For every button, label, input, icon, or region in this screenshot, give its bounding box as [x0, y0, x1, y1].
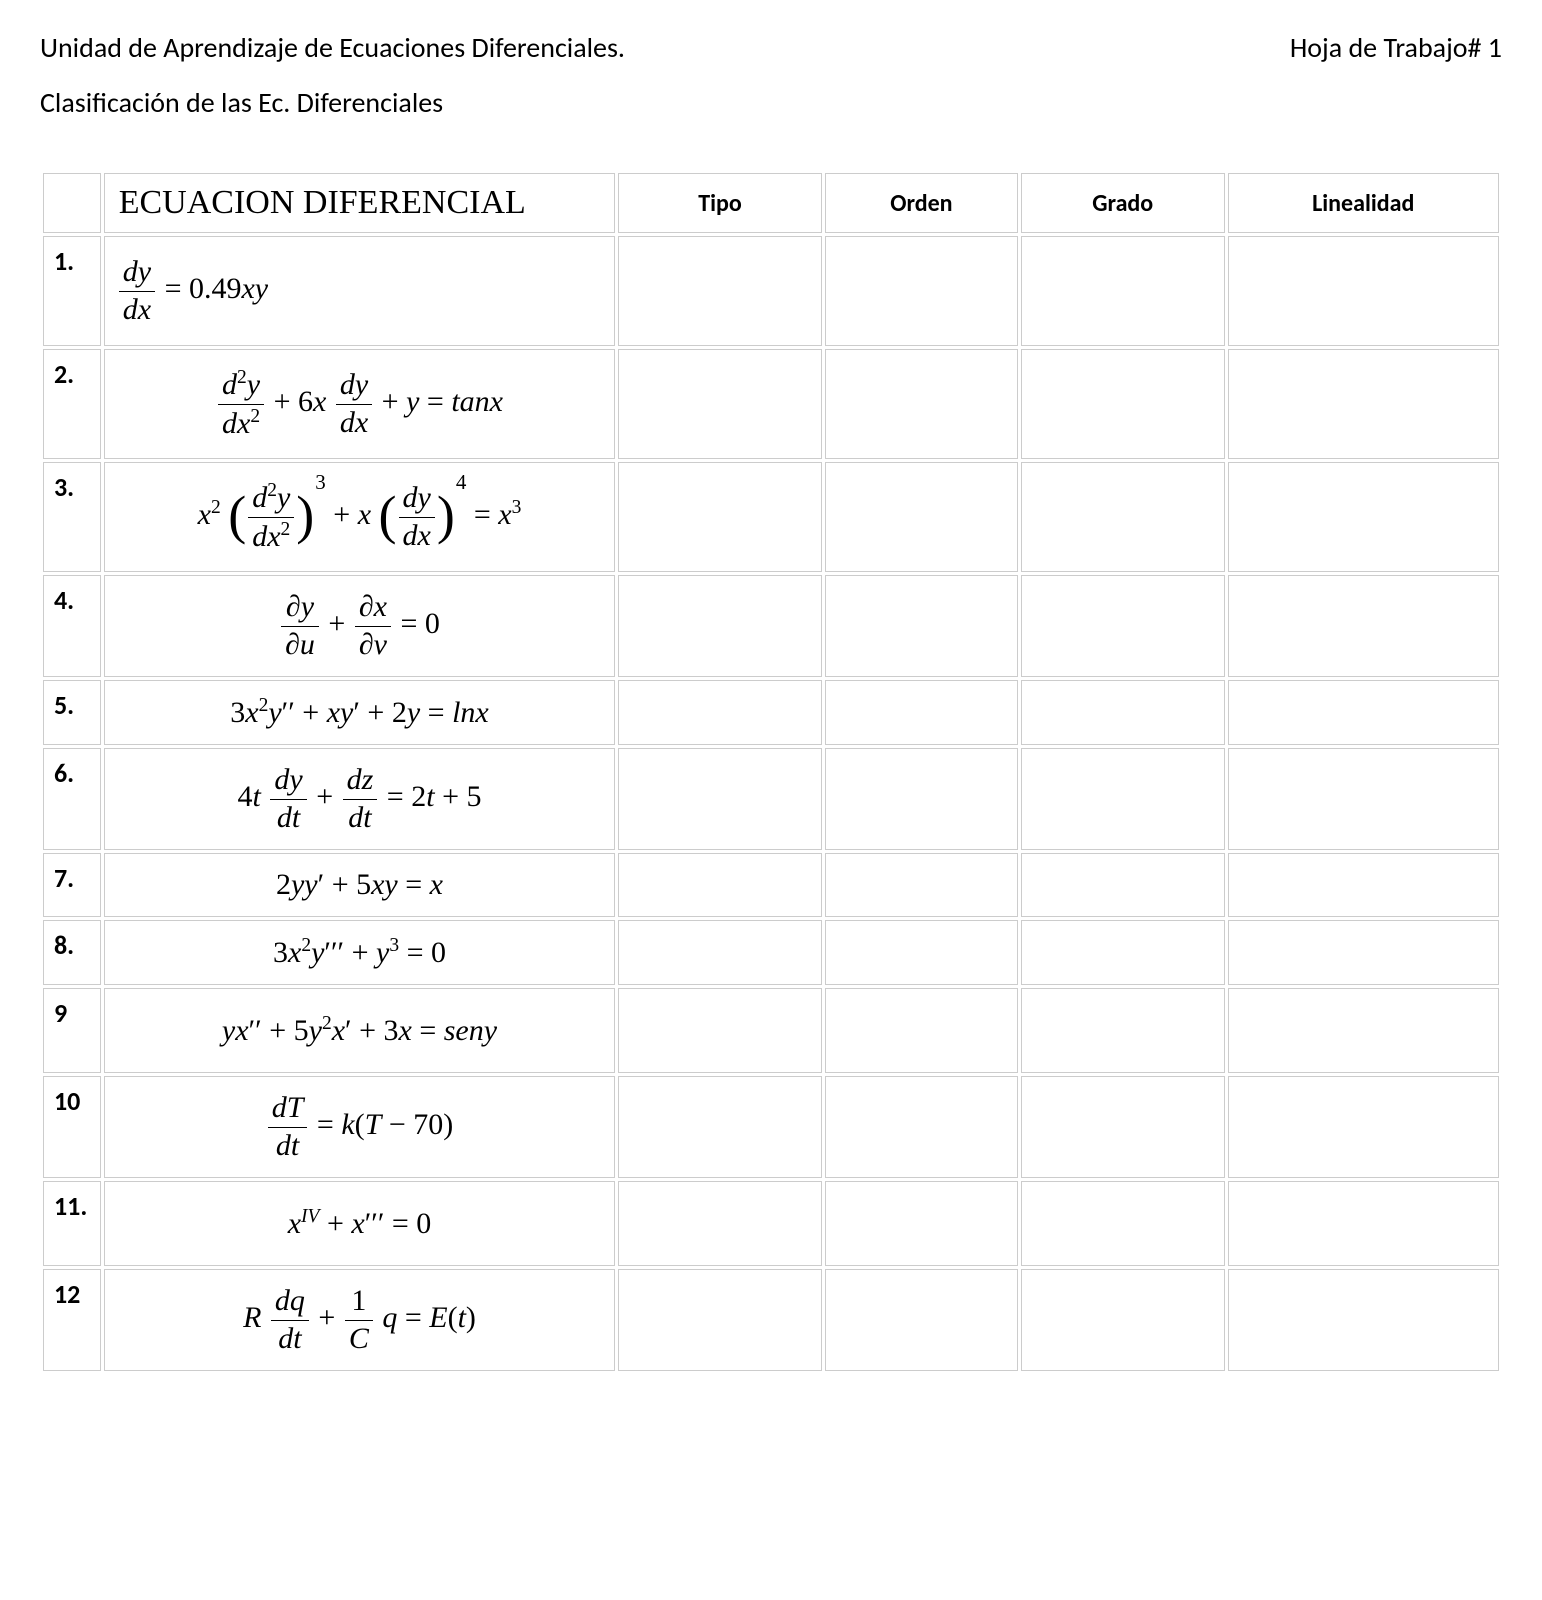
row-number: 7.: [43, 853, 101, 917]
row-number: 1.: [43, 236, 101, 346]
cell-linealidad[interactable]: [1228, 236, 1499, 346]
cell-tipo[interactable]: [618, 236, 822, 346]
cell-tipo[interactable]: [618, 853, 822, 917]
equation-cell: xIV + x′′′ = 0: [104, 1181, 616, 1266]
table-row: 7. 2yy′ + 5xy = x: [43, 853, 1499, 917]
header-orden: Orden: [825, 173, 1018, 233]
table-row: 11. xIV + x′′′ = 0: [43, 1181, 1499, 1266]
table-row: 12 R dqdt + 1C q = E(t): [43, 1269, 1499, 1371]
cell-orden[interactable]: [825, 575, 1018, 677]
cell-tipo[interactable]: [618, 748, 822, 850]
cell-tipo[interactable]: [618, 1076, 822, 1178]
cell-grado[interactable]: [1021, 1269, 1225, 1371]
header-title: Unidad de Aprendizaje de Ecuaciones Dife…: [40, 30, 625, 65]
cell-orden[interactable]: [825, 349, 1018, 459]
equation-cell: 3x2y′′′ + y3 = 0: [104, 920, 616, 985]
equation-cell: 4t dydt + dzdt = 2t + 5: [104, 748, 616, 850]
equation-cell: x2 (d2ydx2)3 + x (dydx)4 = x3: [104, 462, 616, 572]
cell-grado[interactable]: [1021, 575, 1225, 677]
equation-cell: d2ydx2 + 6x dydx + y = tanx: [104, 349, 616, 459]
row-number: 5.: [43, 680, 101, 745]
table-row: 10 dTdt = k(T − 70): [43, 1076, 1499, 1178]
header-grado: Grado: [1021, 173, 1225, 233]
row-number: 4.: [43, 575, 101, 677]
row-number: 6.: [43, 748, 101, 850]
cell-orden[interactable]: [825, 462, 1018, 572]
equation-cell: 2yy′ + 5xy = x: [104, 853, 616, 917]
cell-tipo[interactable]: [618, 920, 822, 985]
table-header-row: ECUACION DIFERENCIAL Tipo Orden Grado Li…: [43, 173, 1499, 233]
cell-orden[interactable]: [825, 1181, 1018, 1266]
table-row: 8. 3x2y′′′ + y3 = 0: [43, 920, 1499, 985]
cell-orden[interactable]: [825, 236, 1018, 346]
table-row: 4. ∂y∂u + ∂x∂v = 0: [43, 575, 1499, 677]
row-number: 2.: [43, 349, 101, 459]
row-number: 10: [43, 1076, 101, 1178]
row-number: 8.: [43, 920, 101, 985]
cell-tipo[interactable]: [618, 680, 822, 745]
cell-grado[interactable]: [1021, 853, 1225, 917]
table-row: 5. 3x2y′′ + xy′ + 2y = lnx: [43, 680, 1499, 745]
cell-linealidad[interactable]: [1228, 988, 1499, 1073]
cell-linealidad[interactable]: [1228, 349, 1499, 459]
equation-cell: dydx = 0.49xy: [104, 236, 616, 346]
classification-table: ECUACION DIFERENCIAL Tipo Orden Grado Li…: [40, 170, 1502, 1374]
cell-grado[interactable]: [1021, 1076, 1225, 1178]
table-row: 3. x2 (d2ydx2)3 + x (dydx)4 = x3: [43, 462, 1499, 572]
header-equation: ECUACION DIFERENCIAL: [104, 173, 616, 233]
row-number: 3.: [43, 462, 101, 572]
cell-orden[interactable]: [825, 988, 1018, 1073]
cell-tipo[interactable]: [618, 349, 822, 459]
equation-cell: 3x2y′′ + xy′ + 2y = lnx: [104, 680, 616, 745]
cell-linealidad[interactable]: [1228, 1269, 1499, 1371]
cell-grado[interactable]: [1021, 462, 1225, 572]
cell-grado[interactable]: [1021, 1181, 1225, 1266]
cell-orden[interactable]: [825, 853, 1018, 917]
cell-linealidad[interactable]: [1228, 1076, 1499, 1178]
cell-linealidad[interactable]: [1228, 575, 1499, 677]
equation-cell: R dqdt + 1C q = E(t): [104, 1269, 616, 1371]
table-row: 9 yx′′ + 5y2x′ + 3x = seny: [43, 988, 1499, 1073]
cell-tipo[interactable]: [618, 1269, 822, 1371]
cell-tipo[interactable]: [618, 575, 822, 677]
page-subtitle: Clasificación de las Ec. Diferenciales: [40, 85, 1502, 120]
page-header: Unidad de Aprendizaje de Ecuaciones Dife…: [40, 30, 1502, 65]
cell-orden[interactable]: [825, 1076, 1018, 1178]
cell-grado[interactable]: [1021, 680, 1225, 745]
cell-linealidad[interactable]: [1228, 853, 1499, 917]
cell-orden[interactable]: [825, 748, 1018, 850]
row-number: 11.: [43, 1181, 101, 1266]
cell-linealidad[interactable]: [1228, 680, 1499, 745]
cell-orden[interactable]: [825, 920, 1018, 985]
cell-linealidad[interactable]: [1228, 462, 1499, 572]
cell-orden[interactable]: [825, 680, 1018, 745]
cell-grado[interactable]: [1021, 349, 1225, 459]
cell-linealidad[interactable]: [1228, 1181, 1499, 1266]
header-linealidad: Linealidad: [1228, 173, 1499, 233]
cell-tipo[interactable]: [618, 1181, 822, 1266]
cell-orden[interactable]: [825, 1269, 1018, 1371]
equation-cell: yx′′ + 5y2x′ + 3x = seny: [104, 988, 616, 1073]
cell-tipo[interactable]: [618, 988, 822, 1073]
header-sheet: Hoja de Trabajo# 1: [1290, 30, 1502, 65]
equation-cell: dTdt = k(T − 70): [104, 1076, 616, 1178]
cell-linealidad[interactable]: [1228, 920, 1499, 985]
table-row: 1. dydx = 0.49xy: [43, 236, 1499, 346]
row-number: 12: [43, 1269, 101, 1371]
header-tipo: Tipo: [618, 173, 822, 233]
cell-grado[interactable]: [1021, 920, 1225, 985]
cell-tipo[interactable]: [618, 462, 822, 572]
table-row: 2. d2ydx2 + 6x dydx + y = tanx: [43, 349, 1499, 459]
header-blank: [43, 173, 101, 233]
cell-grado[interactable]: [1021, 748, 1225, 850]
row-number: 9: [43, 988, 101, 1073]
cell-linealidad[interactable]: [1228, 748, 1499, 850]
equation-cell: ∂y∂u + ∂x∂v = 0: [104, 575, 616, 677]
cell-grado[interactable]: [1021, 988, 1225, 1073]
table-row: 6. 4t dydt + dzdt = 2t + 5: [43, 748, 1499, 850]
cell-grado[interactable]: [1021, 236, 1225, 346]
